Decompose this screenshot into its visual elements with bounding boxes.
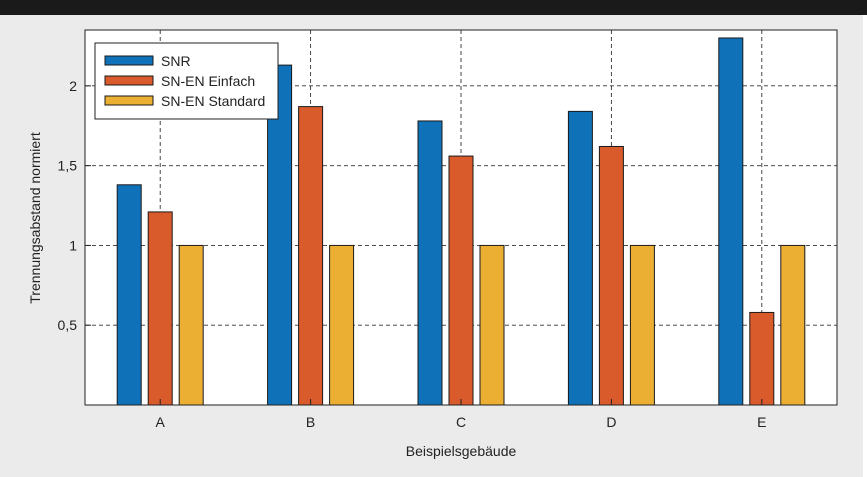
bar (629, 244, 655, 406)
bar (567, 110, 593, 406)
bar (718, 37, 744, 406)
y-tick-label: 1 (69, 237, 77, 253)
bar (749, 311, 775, 406)
x-axis-title: Beispielsgebäude (406, 443, 517, 459)
grid-lines (85, 30, 837, 405)
bar (178, 244, 204, 406)
x-tick-label: C (456, 414, 466, 430)
bars (116, 37, 806, 406)
y-tick-label: 1,5 (58, 158, 78, 174)
y-axis-title: Trennungsabstand normiert (27, 132, 43, 304)
y-axis-ticks: 0,5 1 1,5 2 (58, 78, 91, 333)
legend-label: SN-EN Einfach (161, 73, 255, 89)
legend: SNR SN-EN Einfach SN-EN Standard (94, 42, 279, 120)
legend-swatch (104, 55, 154, 66)
bar (448, 155, 474, 406)
bar (780, 244, 806, 406)
bar (116, 184, 142, 406)
legend-label: SNR (161, 53, 191, 69)
bar (329, 244, 355, 406)
y-tick-label: 0,5 (58, 317, 78, 333)
x-tick-label: B (306, 414, 315, 430)
y-tick-label: 2 (69, 78, 77, 94)
bar (417, 120, 443, 406)
legend-swatch (104, 75, 154, 86)
x-tick-label: A (156, 414, 166, 430)
x-tick-label: E (757, 414, 766, 430)
bar (298, 106, 324, 406)
bar (147, 211, 173, 406)
bar (479, 244, 505, 406)
legend-label: SN-EN Standard (161, 93, 265, 109)
top-bar (0, 0, 867, 15)
x-axis-ticks: A B C D E (156, 399, 766, 430)
bar (598, 145, 624, 406)
x-tick-label: D (606, 414, 616, 430)
legend-swatch (104, 95, 154, 106)
